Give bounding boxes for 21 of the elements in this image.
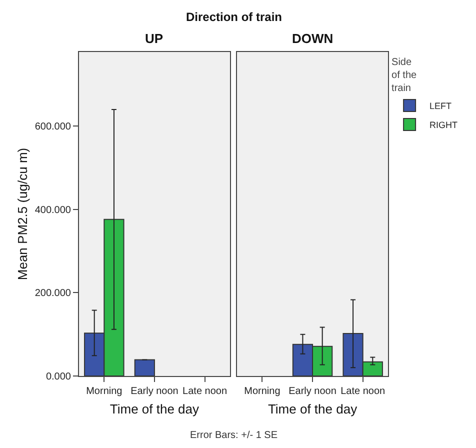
y-tick-label: 200.000 [34,288,72,300]
bar [134,359,155,376]
legend-title: Side of the train [392,57,418,94]
legend-label: LEFT [430,101,452,112]
y-tick-label: 600.000 [34,122,72,133]
x-tick-label: Late noon [182,386,228,397]
x-axis-title: Time of the day [268,402,358,417]
x-axis-title: Time of the day [110,402,200,417]
chart-title: DOWN [292,31,334,46]
text: Direction of train [186,10,282,24]
y-tick-label: 0.000 [46,372,72,382]
x-tick-label: Morning [86,386,122,397]
x-tick-label: Late noon [340,386,386,397]
x-tick-label: Morning [244,386,280,397]
x-tick-label: Early noon [288,386,336,397]
x-tick-label: Early noon [130,386,178,397]
chart-title: UP [145,31,164,46]
y-axis-title: Mean PM2.5 (ug/cu m) [14,148,30,280]
legend-label: RIGHT [430,120,458,130]
y-tick-label: 400.000 [34,204,72,216]
text: Error Bars: +/- 1 SE [190,430,278,441]
